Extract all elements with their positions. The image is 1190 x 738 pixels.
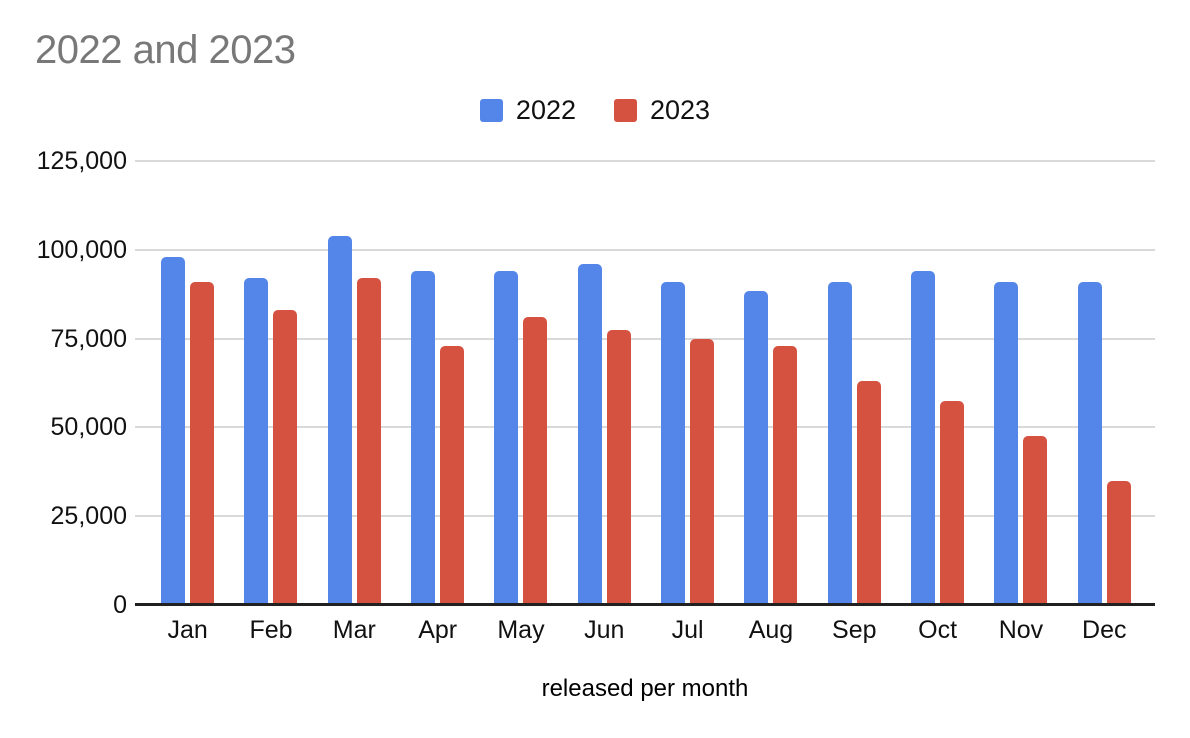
bar-2022-apr bbox=[411, 271, 436, 605]
bar-2023-dec bbox=[1106, 480, 1131, 605]
x-axis-tick-labels: Jan Feb Mar Apr May Jun Jul Aug Sep Oct Nov Dec bbox=[146, 617, 1146, 643]
bar-2023-oct bbox=[940, 400, 965, 605]
band-may bbox=[479, 161, 562, 605]
x-tick-label-may: May bbox=[497, 616, 545, 644]
bar-2022-jun bbox=[577, 264, 602, 605]
legend-item-2022: 2022 bbox=[479, 95, 576, 125]
x-axis-line bbox=[135, 603, 1155, 606]
band-dec bbox=[1063, 161, 1146, 605]
band-nov bbox=[979, 161, 1062, 605]
bar-2023-mar bbox=[356, 278, 381, 605]
band-mar bbox=[313, 161, 396, 605]
bar-2022-oct bbox=[911, 271, 936, 605]
bar-2023-jul bbox=[690, 338, 715, 605]
bar-2022-dec bbox=[1077, 281, 1102, 605]
chart-title: 2022 and 2023 bbox=[35, 28, 296, 72]
x-tick-label-aug: Aug bbox=[748, 616, 794, 644]
bar-2023-sep bbox=[856, 381, 881, 605]
gridline-25000 bbox=[135, 515, 1155, 518]
bar-2022-jan bbox=[161, 256, 186, 605]
y-tick-label-0: 0 bbox=[113, 591, 127, 619]
bars-layer bbox=[146, 161, 1146, 605]
x-tick-label-feb: Feb bbox=[249, 616, 293, 644]
bar-2023-may bbox=[523, 317, 548, 605]
band-oct bbox=[896, 161, 979, 605]
bar-2022-aug bbox=[744, 290, 769, 605]
x-tick-label-oct: Oct bbox=[918, 616, 958, 644]
legend-item-2023: 2023 bbox=[614, 97, 710, 124]
gridline-100000 bbox=[135, 248, 1155, 251]
bar-2023-nov bbox=[1023, 436, 1048, 605]
x-axis-title: released per month bbox=[541, 675, 749, 702]
band-feb bbox=[229, 161, 312, 605]
legend-swatch-icon bbox=[614, 99, 637, 122]
x-tick-label-dec: Dec bbox=[1082, 616, 1127, 644]
x-tick-label-jan: Jan bbox=[167, 616, 208, 644]
gridline-50000 bbox=[135, 426, 1155, 429]
y-tick-label-50000: 50,000 bbox=[50, 413, 127, 442]
band-sep bbox=[813, 161, 896, 605]
x-tick-label-apr: Apr bbox=[418, 616, 458, 644]
bar-2022-jul bbox=[661, 281, 686, 605]
gridline-125000 bbox=[135, 160, 1155, 162]
bar-2022-nov bbox=[994, 281, 1019, 605]
x-tick-label-nov: Nov bbox=[998, 616, 1044, 644]
legend-label: 2023 bbox=[650, 95, 711, 125]
bar-2023-jan bbox=[190, 281, 215, 605]
plot-area bbox=[135, 160, 1155, 606]
chart-legend: 2022 2023 bbox=[0, 97, 1190, 124]
band-jul bbox=[646, 161, 729, 605]
y-tick-label-125000: 125,000 bbox=[36, 147, 127, 175]
gridline-75000 bbox=[135, 337, 1155, 340]
legend-swatch-icon bbox=[479, 99, 503, 122]
band-apr bbox=[396, 161, 479, 605]
bar-2022-may bbox=[494, 271, 519, 605]
band-aug bbox=[729, 161, 812, 605]
y-tick-label-100000: 100,000 bbox=[36, 235, 127, 264]
bar-2023-jun bbox=[606, 329, 631, 605]
bar-2023-apr bbox=[440, 345, 465, 605]
y-tick-label-75000: 75,000 bbox=[50, 324, 127, 353]
band-jun bbox=[563, 161, 646, 605]
y-axis-tick-labels: 0 25,000 50,000 75,000 100,000 125,000 bbox=[0, 148, 127, 618]
band-jan bbox=[146, 161, 229, 605]
x-tick-label-jul: Jul bbox=[671, 616, 704, 644]
y-tick-label-25000: 25,000 bbox=[50, 502, 127, 531]
legend-label: 2022 bbox=[515, 95, 576, 125]
x-tick-label-sep: Sep bbox=[832, 616, 877, 644]
bar-2023-feb bbox=[273, 310, 298, 605]
bar-2023-aug bbox=[773, 345, 798, 605]
bar-2022-sep bbox=[827, 281, 852, 605]
bar-2022-mar bbox=[327, 235, 352, 605]
bar-2022-feb bbox=[244, 278, 269, 605]
x-tick-label-jun: Jun bbox=[584, 616, 625, 644]
x-tick-label-mar: Mar bbox=[332, 616, 376, 644]
